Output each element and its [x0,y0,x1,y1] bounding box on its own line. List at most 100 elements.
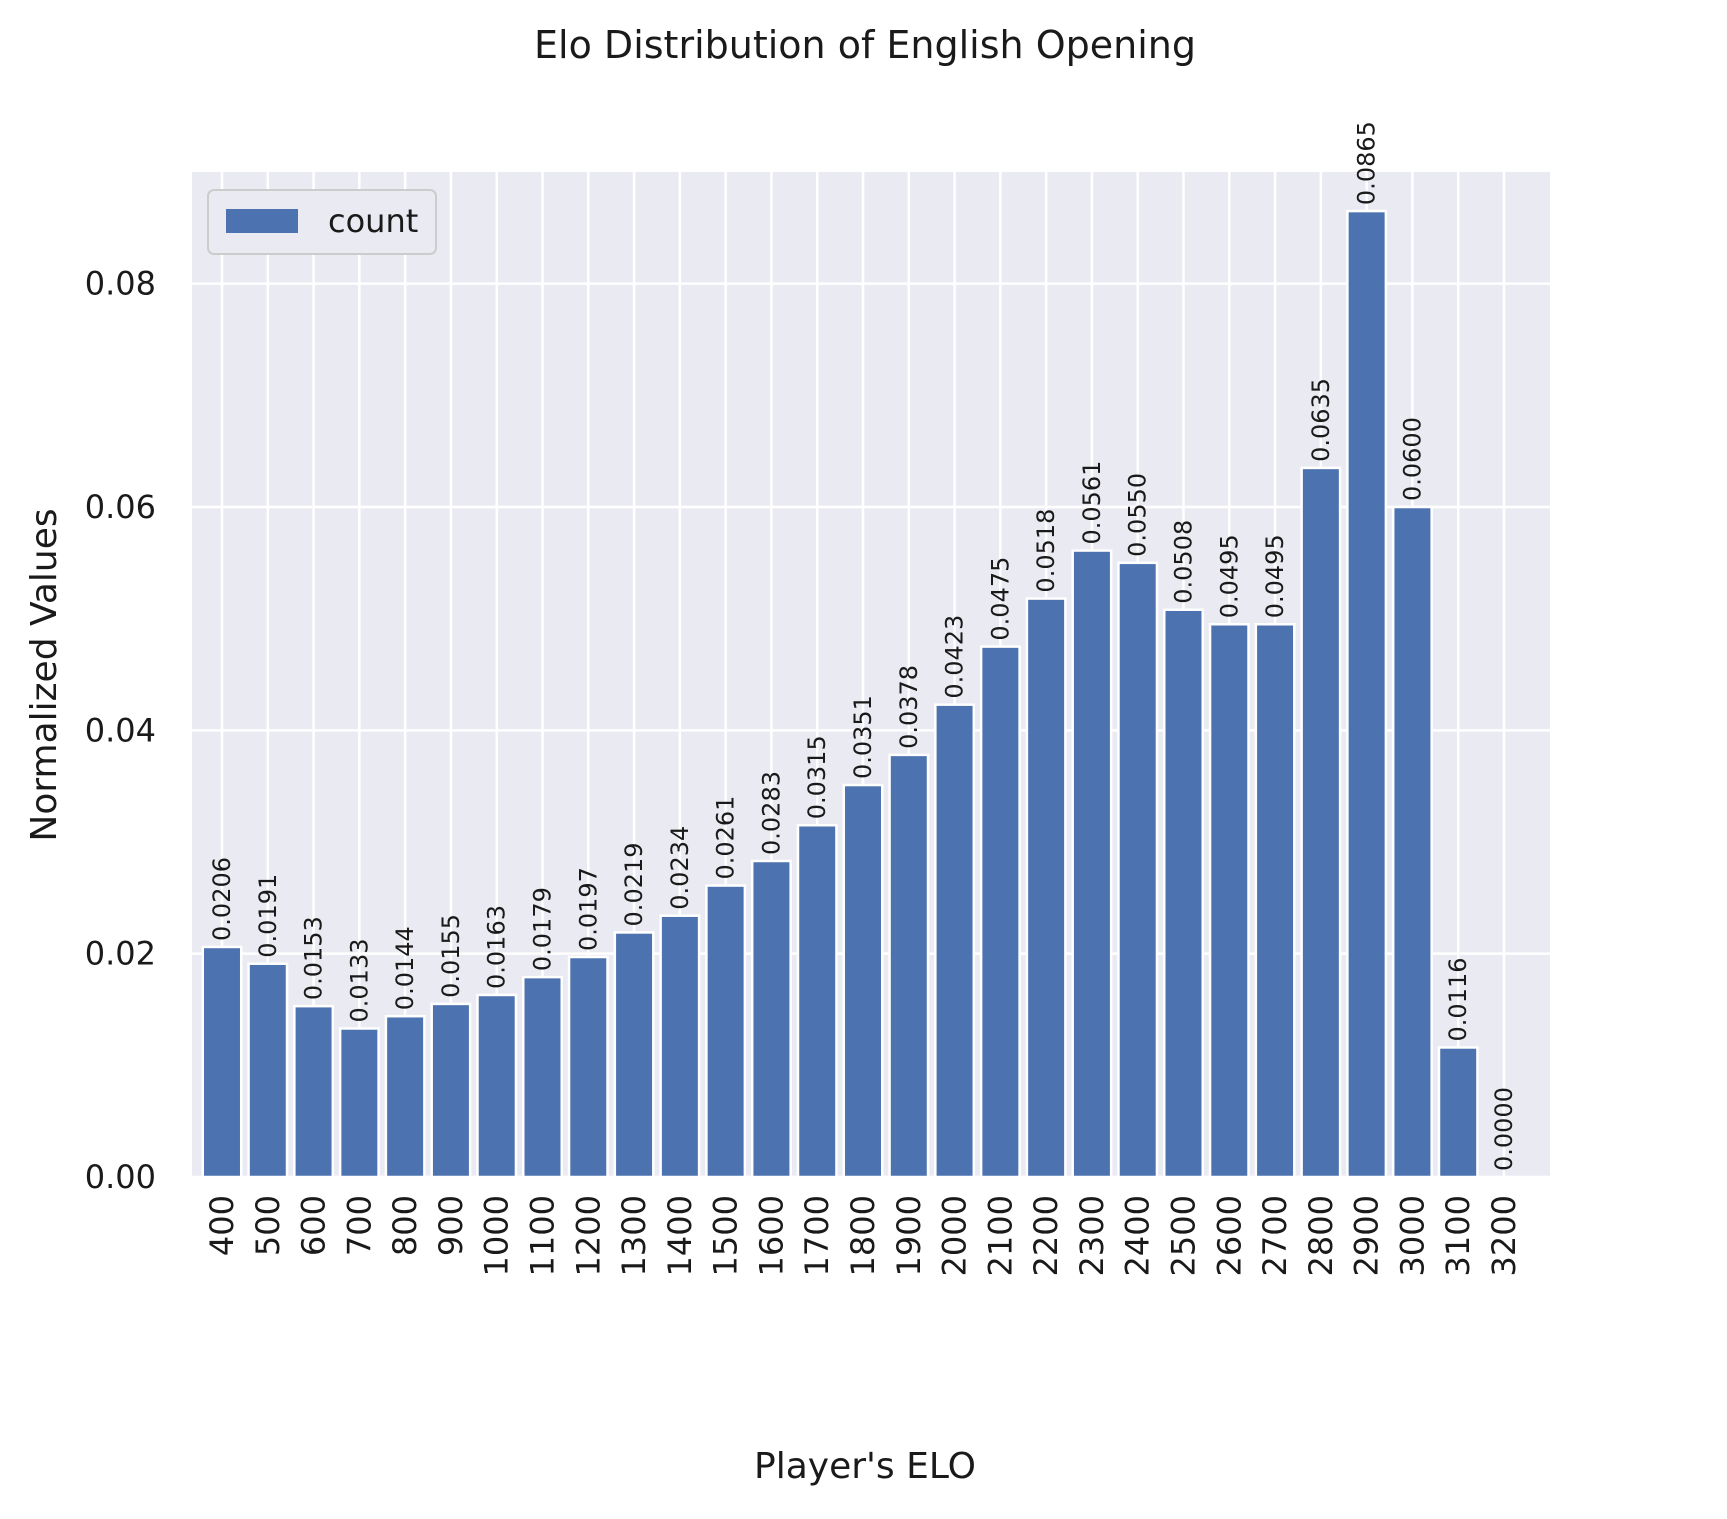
bar-2000 [934,703,976,1179]
x-tick-label-2100: 2100 [981,1195,1019,1276]
data-label-2800: 0.0635 [1307,378,1335,462]
bar-2500 [1163,608,1204,1179]
bar-2200 [1025,597,1067,1179]
bar-900 [430,1002,472,1179]
bar-1900 [888,753,930,1179]
x-tick-label-1800: 1800 [844,1195,882,1276]
bar-2100 [979,645,1021,1179]
data-label-1800: 0.0351 [849,695,877,779]
x-tick-label-1900: 1900 [890,1195,928,1276]
x-tick-label-1300: 1300 [615,1195,653,1276]
x-tick-label-2900: 2900 [1348,1195,1386,1276]
bar-800 [384,1014,426,1179]
data-label-3200: 0.0000 [1490,1087,1518,1171]
x-tick-label-800: 800 [386,1195,424,1256]
data-label-3000: 0.0600 [1398,417,1426,501]
bars [201,209,1479,1179]
data-label-800: 0.0144 [391,926,419,1010]
bar-2900 [1346,209,1388,1179]
bar-500 [247,962,289,1179]
bar-400 [201,945,243,1179]
x-tick-label-2000: 2000 [936,1195,974,1276]
bar-1300 [613,931,655,1179]
y-tick-label: 0.06 [85,488,156,526]
data-label-1300: 0.0219 [620,842,648,926]
bar-1700 [796,824,838,1179]
x-tick-label-1400: 1400 [661,1195,699,1276]
y-axis-ticks: 0.00 0.02 0.04 0.06 0.08 [85,265,156,1196]
data-label-1700: 0.0315 [803,735,831,819]
x-axis-ticks: 400 500 600 700 800 900 1000 1100 1200 1300 1400 15… [203,1195,1523,1276]
bar-2800 [1300,466,1342,1179]
x-tick-label-2200: 2200 [1027,1195,1065,1276]
x-tick-label-600: 600 [295,1195,333,1256]
x-tick-label-2500: 2500 [1165,1195,1203,1276]
data-label-1100: 0.0179 [529,887,557,971]
x-tick-label-3200: 3200 [1485,1195,1523,1276]
x-tick-label-2300: 2300 [1073,1195,1111,1276]
data-label-2700: 0.0495 [1261,534,1289,618]
bar-1400 [659,914,701,1179]
bar-1600 [750,859,792,1179]
x-tick-label-2700: 2700 [1256,1195,1294,1276]
data-label-500: 0.0191 [254,874,282,958]
bar-1500 [705,884,747,1179]
data-label-2300: 0.0561 [1078,461,1106,545]
data-label-1000: 0.0163 [483,905,511,989]
bar-2300 [1071,549,1113,1179]
x-tick-label-1700: 1700 [798,1195,836,1276]
bar-3100 [1437,1046,1479,1179]
legend: count [207,189,437,255]
bar-1000 [476,993,518,1179]
y-axis-label: Normalized Values [24,508,65,841]
x-axis-label: Player's ELO [754,1446,976,1487]
data-label-1900: 0.0378 [895,665,923,749]
x-tick-label-3100: 3100 [1439,1195,1477,1276]
bar-2700 [1254,623,1296,1179]
bar-3000 [1391,505,1433,1179]
data-label-2200: 0.0518 [1032,509,1060,593]
bar-600 [293,1004,335,1179]
data-label-700: 0.0133 [345,938,373,1022]
x-tick-label-1100: 1100 [524,1195,562,1276]
x-tick-label-500: 500 [249,1195,287,1256]
chart-title: Elo Distribution of English Opening [534,23,1196,67]
x-tick-label-1000: 1000 [478,1195,516,1276]
bar-1200 [567,955,609,1179]
data-label-1200: 0.0197 [574,867,602,951]
y-tick-label: 0.02 [85,935,156,973]
x-tick-label-900: 900 [432,1195,470,1256]
data-label-1400: 0.0234 [666,826,694,910]
data-label-900: 0.0155 [437,914,465,998]
legend-swatch [226,209,298,233]
bar-2600 [1208,623,1250,1179]
data-label-2400: 0.0550 [1124,473,1152,557]
x-tick-label-3000: 3000 [1393,1195,1431,1276]
bar-2400 [1117,561,1159,1179]
data-label-2000: 0.0423 [941,615,969,699]
data-label-1500: 0.0261 [712,796,740,880]
data-label-2500: 0.0508 [1170,520,1198,604]
data-label-3100: 0.0116 [1444,957,1472,1041]
data-label-2600: 0.0495 [1215,534,1243,618]
x-tick-label-2400: 2400 [1119,1195,1157,1276]
bar-1100 [522,975,563,1179]
data-label-600: 0.0153 [300,916,328,1000]
x-tick-label-2800: 2800 [1302,1195,1340,1276]
x-tick-label-1200: 1200 [569,1195,607,1276]
bar-1800 [842,783,884,1179]
y-tick-label: 0.00 [85,1158,156,1196]
bar-700 [338,1027,380,1179]
x-tick-label-400: 400 [203,1195,241,1256]
data-label-2100: 0.0475 [986,557,1014,641]
x-tick-label-1600: 1600 [752,1195,790,1276]
x-tick-label-700: 700 [340,1195,378,1256]
legend-box [207,189,437,255]
data-label-1600: 0.0283 [757,771,785,855]
legend-entry-count: count [328,202,418,240]
data-label-2900: 0.0865 [1353,121,1381,205]
y-tick-label: 0.04 [85,711,156,749]
x-tick-label-1500: 1500 [707,1195,745,1276]
